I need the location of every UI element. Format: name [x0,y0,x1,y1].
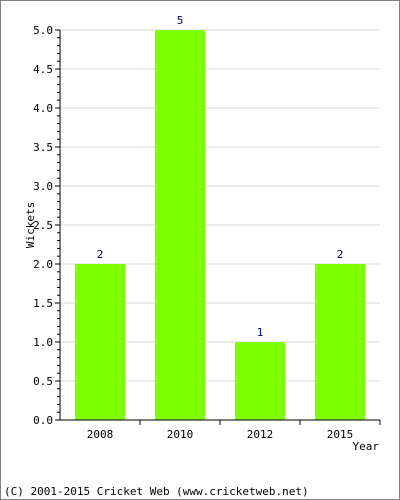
copyright-footer: (C) 2001-2015 Cricket Web (www.cricketwe… [4,485,309,498]
y-tick-label: 0.5 [33,375,53,388]
axes [55,29,381,425]
x-tick-label: 2008 [87,428,114,441]
labels: 0.0 0.5 1.0 1.5 2.0 2.5 3.0 3.5 4.0 4.5 5.0 2 2008 5 2… [33,14,353,441]
x-axis-title: Year [353,440,380,453]
data-label-2008: 2 [97,248,104,261]
bar-2012 [235,342,285,420]
x-tick-label: 2012 [247,428,274,441]
bar-2008 [75,264,125,420]
y-tick-label: 2.5 [33,219,53,232]
y-tick-label: 1.5 [33,297,53,310]
data-label-2015: 2 [337,248,344,261]
y-tick-label: 4.5 [33,63,53,76]
x-tick-label: 2015 [327,428,354,441]
y-tick-label: 3.0 [33,180,53,193]
y-tick-label: 0.0 [33,414,53,427]
y-axis-title: Wickets [24,202,37,248]
data-label-2012: 1 [257,326,264,339]
y-tick-label: 3.5 [33,141,53,154]
bars [75,30,365,420]
bar-2015 [315,264,365,420]
x-tick-label: 2010 [167,428,194,441]
y-tick-label: 5.0 [33,24,53,37]
bar-2010 [155,30,205,420]
y-tick-label: 4.0 [33,102,53,115]
y-tick-label: 2.0 [33,258,53,271]
data-label-2010: 5 [177,14,184,27]
y-tick-label: 1.0 [33,336,53,349]
